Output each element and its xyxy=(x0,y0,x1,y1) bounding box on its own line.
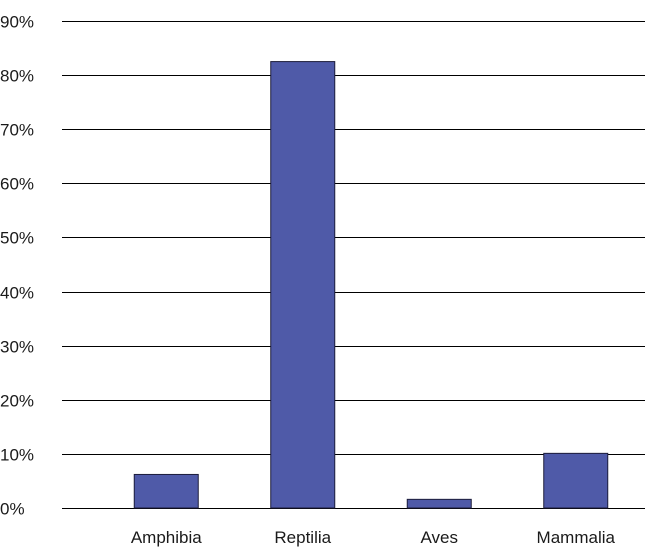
y-tick-label: 10% xyxy=(0,446,34,465)
x-tick-label-aves: Aves xyxy=(421,528,459,547)
gridlines xyxy=(62,21,645,509)
y-tick-label: 90% xyxy=(0,13,34,32)
bar-aves xyxy=(406,498,472,509)
bar-reptilia xyxy=(270,61,336,509)
x-tick-label-amphibia: Amphibia xyxy=(131,528,202,547)
y-tick-label: 80% xyxy=(0,67,34,86)
x-tick-label-reptilia: Reptilia xyxy=(274,528,331,547)
y-tick-label: 30% xyxy=(0,338,34,357)
y-tick-label: 50% xyxy=(0,229,34,248)
y-axis-tick-labels: 0% 10% 20% 30% 40% 50% 60% 70% 80% 90% xyxy=(0,13,34,519)
x-axis-tick-labels: Amphibia Reptilia Aves Mammalia xyxy=(131,528,616,547)
y-tick-label: 70% xyxy=(0,121,34,140)
y-tick-label: 0% xyxy=(0,500,25,519)
y-tick-label: 40% xyxy=(0,284,34,303)
x-tick-label-mammalia: Mammalia xyxy=(537,528,616,547)
y-tick-label: 20% xyxy=(0,392,34,411)
bars xyxy=(133,61,609,509)
y-tick-label: 60% xyxy=(0,175,34,194)
bar-mammalia xyxy=(543,452,609,509)
bar-amphibia xyxy=(133,473,199,509)
